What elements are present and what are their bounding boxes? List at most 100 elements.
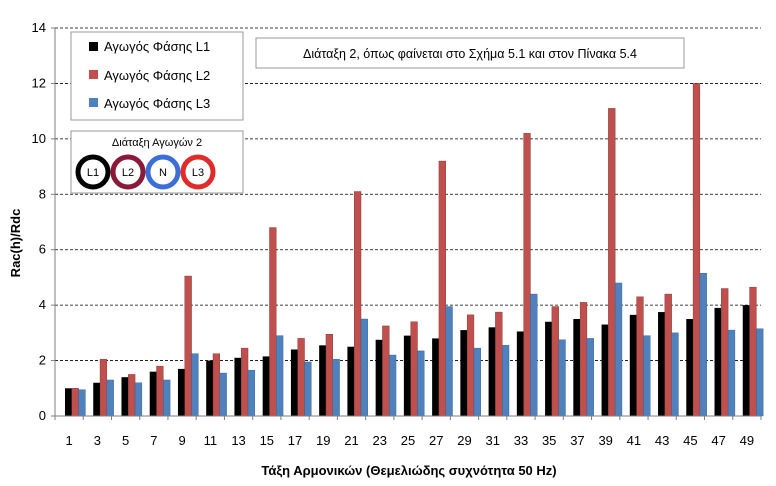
x-tick-label: 19 (316, 433, 330, 448)
bar-1-h23 (375, 339, 383, 416)
bar-3-h21 (360, 318, 369, 417)
x-tick-label: 27 (429, 433, 443, 448)
legend-label-l2: Αγωγός Φάσης L2 (104, 68, 210, 83)
bar-3-h5 (134, 382, 143, 417)
bar-2-h11 (212, 353, 221, 417)
y-tick-label: 14 (32, 20, 46, 35)
bar-3-h47 (727, 329, 736, 417)
bar-1-h43 (658, 312, 665, 416)
bar-1-h3 (93, 382, 101, 416)
x-tick-label: 21 (344, 433, 358, 448)
x-tick-label: 43 (655, 433, 669, 448)
bar-3-h1 (78, 389, 86, 417)
bar-2-h29 (466, 314, 475, 417)
x-tick-label: 33 (514, 433, 528, 448)
x-tick-labels: 1 3 5 7 9 11 13 15 17 19 21 23 25 27 29 31 33 35 37 39 41 43 4… (66, 433, 755, 448)
x-tick-label: 13 (231, 433, 245, 448)
y-axis-title: Rac(h)/Rdc (8, 209, 23, 278)
bar-3-h27 (445, 306, 453, 417)
annotation: Διάταξη 2, όπως φαίνεται στο Σχήμα 5.1 κ… (255, 37, 685, 69)
x-tick-label: 47 (711, 433, 725, 448)
legend-swatch-l3 (89, 98, 98, 107)
bar-1-h13 (234, 357, 242, 416)
axes (51, 27, 762, 420)
conductor-layout-inset: Διάταξη Αγωγών 2 L1 L2 N L3 (70, 130, 244, 194)
x-tick-label: 45 (683, 433, 697, 448)
bar-3-h45 (699, 273, 707, 417)
bar-1-h47 (714, 307, 722, 416)
bar-3-h25 (417, 350, 425, 417)
bar-2-h41 (636, 296, 644, 417)
bar-1-h35 (545, 321, 552, 416)
legend: Αγωγός Φάσης L1 Αγωγός Φάσης L2 Αγωγός Φ… (70, 31, 244, 121)
x-tick-label: 39 (598, 433, 612, 448)
bar-1-h15 (262, 356, 270, 416)
bar-2-h27 (438, 160, 446, 417)
bar-2-h15 (269, 227, 277, 417)
legend-label-l1: Αγωγός Φάσης L1 (104, 39, 210, 54)
y-tick-label: 4 (39, 297, 46, 312)
bar-2-h37 (579, 302, 588, 417)
legend-swatch-l2 (89, 70, 98, 79)
conductor-circle-l2 (110, 154, 146, 190)
bar-1-h37 (573, 319, 581, 416)
bar-2-h43 (664, 293, 672, 417)
bar-3-h17 (304, 361, 312, 417)
bar-1-h33 (516, 331, 524, 416)
x-tick-label: 23 (373, 433, 387, 448)
x-tick-label: 17 (288, 433, 302, 448)
conductor-layout-title: Διάταξη Αγωγών 2 (112, 137, 202, 149)
bar-1-h17 (290, 349, 298, 416)
conductor-label-l3: L3 (192, 167, 204, 179)
bar-3-h43 (671, 332, 679, 417)
bar-3-h19 (332, 358, 340, 417)
bar-2-h7 (156, 365, 164, 417)
bar-1-h45 (686, 319, 694, 416)
conductor-circle-n (145, 154, 181, 190)
bar-2-h39 (608, 108, 616, 417)
bar-1-h11 (206, 360, 213, 416)
y-tick-label: 0 (39, 408, 46, 423)
bar-1-h25 (403, 335, 411, 416)
x-axis-title: Τάξη Αρμονικών (Θεμελιώδης συχνότητα 50 … (261, 463, 556, 478)
bar-3-h33 (530, 293, 538, 417)
bar-3-h15 (276, 335, 284, 417)
bar-2-h3 (99, 358, 108, 417)
y-tick-label: 8 (39, 186, 46, 201)
annotation-box (255, 37, 685, 69)
bar-3-h11 (219, 372, 227, 417)
bar-marks (65, 83, 764, 417)
bar-2-h1 (71, 388, 79, 417)
bar-2-h19 (325, 334, 333, 417)
bar-3-h31 (502, 345, 510, 417)
bar-3-h39 (614, 282, 623, 417)
bar-3-h3 (106, 379, 114, 417)
bar-1-h39 (601, 324, 609, 416)
bar-3-h29 (473, 347, 481, 417)
legend-box (70, 31, 244, 121)
legend-label-l3: Αγωγός Φάσης L3 (104, 96, 210, 111)
bar-3-h7 (163, 379, 171, 417)
y-tick-labels: 0 2 4 6 8 10 12 14 (32, 20, 46, 423)
bar-3-h41 (643, 335, 651, 417)
bar-2-h25 (410, 321, 418, 417)
conductor-label-l1: L1 (87, 167, 99, 179)
conductor-circles: L1 L2 N L3 (75, 154, 216, 190)
conductor-label-l2: L2 (122, 167, 134, 179)
bar-3-h37 (586, 338, 594, 417)
bar-3-h9 (191, 353, 199, 417)
x-tick-label: 7 (150, 433, 157, 448)
x-tick-label: 1 (66, 433, 73, 448)
y-tick-label: 6 (39, 242, 46, 257)
y-tick-label: 10 (32, 131, 46, 146)
bar-2-h13 (241, 347, 249, 417)
bar-3-h23 (389, 354, 397, 417)
bar-2-h47 (721, 288, 729, 417)
bar-1-h7 (149, 371, 157, 416)
bar-1-h9 (177, 368, 185, 416)
annotation-text: Διάταξη 2, όπως φαίνεται στο Σχήμα 5.1 κ… (303, 47, 637, 61)
bar-1-h49 (742, 305, 750, 416)
y-tick-label: 2 (39, 353, 46, 368)
x-tick-label: 35 (542, 433, 556, 448)
